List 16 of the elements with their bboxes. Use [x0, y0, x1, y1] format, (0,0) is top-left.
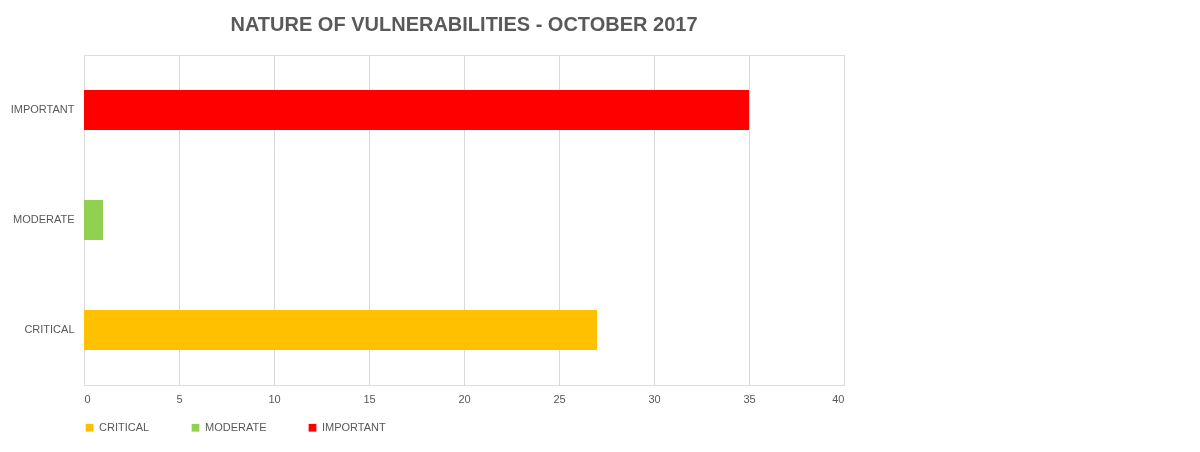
x-tick-label: 25 [553, 392, 566, 405]
chart-title: NATURE OF VULNERABILITIES - OCTOBER 2017 [230, 13, 698, 35]
y-tick-label: CRITICAL [24, 323, 75, 335]
y-tick-label: IMPORTANT [10, 103, 75, 115]
x-tick-label: 30 [648, 392, 661, 405]
x-tick-label: 20 [458, 392, 471, 405]
x-tick-label: 0 [84, 392, 91, 405]
x-tick-label: 35 [743, 392, 756, 405]
legend-label: IMPORTANT [322, 420, 387, 433]
legend-label: MODERATE [205, 420, 267, 433]
x-tick-label: 5 [176, 392, 183, 405]
x-tick-label: 15 [363, 392, 376, 405]
y-tick-label: MODERATE [12, 213, 75, 225]
legend-label: CRITICAL [99, 420, 150, 433]
x-tick-label: 10 [268, 392, 281, 405]
x-tick-label: 40 [832, 392, 845, 405]
